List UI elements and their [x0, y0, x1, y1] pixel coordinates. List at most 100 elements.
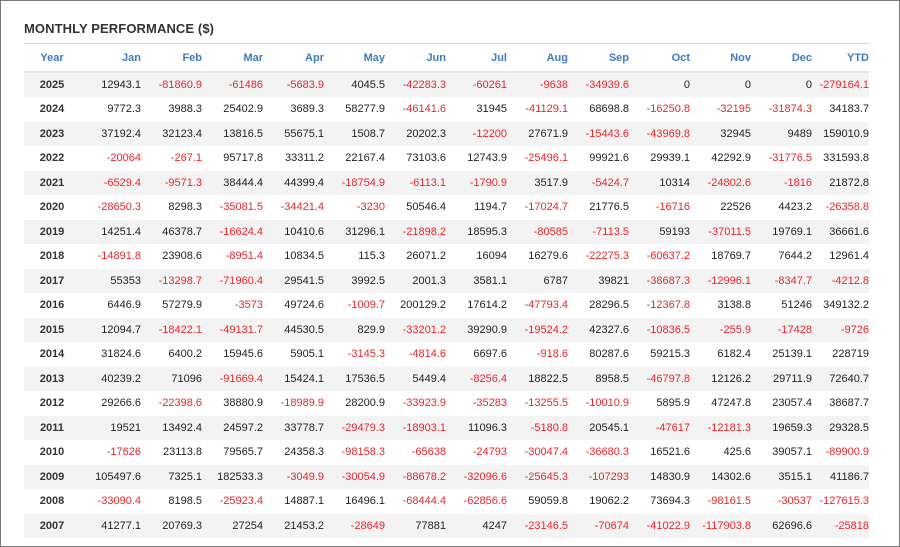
month-value-cell: 24597.2	[202, 415, 263, 441]
month-value-cell: 13492.4	[141, 415, 202, 441]
month-value-cell: 1194.7	[446, 195, 507, 220]
month-value-cell: 3992.5	[324, 268, 385, 294]
table-row: 2008 -33090.4 8198.5 -25923.4 14887.1 16496.1…	[24, 489, 869, 514]
month-value-cell: 425.6	[690, 440, 751, 465]
month-value-cell: 20769.3	[141, 513, 202, 539]
month-value-cell: -5180.8	[507, 415, 568, 441]
month-value-cell: 19769.1	[751, 219, 812, 245]
month-value-cell: 3515.1	[751, 464, 812, 490]
month-value-cell: -30537	[751, 489, 812, 514]
month-value-cell: 33778.7	[263, 415, 324, 441]
month-value-cell: -19524.2	[507, 317, 568, 343]
month-value-cell: 25402.9	[202, 97, 263, 122]
month-value-cell: 68698.8	[568, 97, 629, 122]
ytd-cell: 21872.8	[812, 170, 869, 196]
month-value-cell: 99921.6	[568, 146, 629, 171]
month-value-cell: -6113.1	[385, 170, 446, 196]
month-value-cell: 115.3	[324, 244, 385, 269]
month-value-cell: -29479.3	[324, 415, 385, 441]
year-cell: 2024	[24, 97, 80, 122]
month-value-cell: -71960.4	[202, 268, 263, 294]
ytd-cell: 331593.8	[812, 146, 869, 171]
month-value-cell: 80287.6	[568, 342, 629, 367]
month-value-cell: 8198.5	[141, 489, 202, 514]
ytd-cell: 12961.4	[812, 244, 869, 269]
month-value-cell: -12181.3	[690, 415, 751, 441]
table-row: 2017 55353 -13298.7 -71960.4 29541.5 3992.5 20…	[24, 268, 869, 294]
month-value-cell: -25645.3	[507, 464, 568, 490]
month-value-cell: -60261	[446, 72, 507, 98]
month-value-cell: 3689.3	[263, 97, 324, 122]
month-value-cell: -1009.7	[324, 293, 385, 318]
month-value-cell: 73103.6	[385, 146, 446, 171]
month-value-cell: 5449.4	[385, 366, 446, 392]
month-value-cell: 0	[751, 72, 812, 98]
month-value-cell: 8298.3	[141, 195, 202, 220]
month-value-cell: 2001.3	[385, 268, 446, 294]
month-value-cell: 18822.5	[507, 366, 568, 392]
table-row: 2022 -20064 -267.1 95717.8 33311.2 22167.4 731…	[24, 146, 869, 171]
month-value-cell: -22398.6	[141, 391, 202, 416]
month-value-cell: 0	[690, 72, 751, 98]
month-value-cell: 58277.9	[324, 97, 385, 122]
month-value-cell: 22526	[690, 195, 751, 220]
year-cell: 2023	[24, 121, 80, 147]
month-value-cell: 27254	[202, 513, 263, 539]
month-value-cell: 44399.4	[263, 170, 324, 196]
month-value-cell: 42327.6	[568, 317, 629, 343]
month-value-cell: 26071.2	[385, 244, 446, 269]
month-value-cell: -117903.8	[690, 513, 751, 539]
month-value-cell: -5424.7	[568, 170, 629, 196]
month-value-cell: 10314	[629, 170, 690, 196]
month-value-cell: -23146.5	[507, 513, 568, 539]
table-row: 2024 9772.3 3988.3 25402.9 3689.3 58277.9 -461…	[24, 97, 869, 122]
month-value-cell: -21898.2	[385, 219, 446, 245]
column-header-oct: Oct	[629, 46, 690, 73]
month-value-cell: 182533.3	[202, 464, 263, 490]
year-cell: 2012	[24, 391, 80, 416]
month-value-cell: -18754.9	[324, 170, 385, 196]
month-value-cell: 10410.6	[263, 219, 324, 245]
month-value-cell: 55353	[80, 268, 141, 294]
month-value-cell: -32096.6	[446, 464, 507, 490]
month-value-cell: -24793	[446, 440, 507, 465]
month-value-cell: 10834.5	[263, 244, 324, 269]
month-value-cell: 33311.2	[263, 146, 324, 171]
year-cell: 2020	[24, 195, 80, 220]
ytd-cell: 72640.7	[812, 366, 869, 392]
month-value-cell: 15424.1	[263, 366, 324, 392]
ytd-cell: 41186.7	[812, 464, 869, 490]
month-value-cell: -8347.7	[751, 268, 812, 294]
month-value-cell: 18769.7	[690, 244, 751, 269]
month-value-cell: -1816	[751, 170, 812, 196]
month-value-cell: -8951.4	[202, 244, 263, 269]
month-value-cell: 37192.4	[80, 121, 141, 147]
month-value-cell: 32945	[690, 121, 751, 147]
month-value-cell: 7644.2	[751, 244, 812, 269]
month-value-cell: -1790.9	[446, 170, 507, 196]
month-value-cell: 24358.3	[263, 440, 324, 465]
month-value-cell: -20064	[80, 146, 141, 171]
month-value-cell: -17626	[80, 440, 141, 465]
column-header-jul: Jul	[446, 46, 507, 73]
month-value-cell: -28650.3	[80, 195, 141, 220]
month-value-cell: -81860.9	[141, 72, 202, 98]
ytd-cell: -26358.8	[812, 195, 869, 220]
month-value-cell: 31945	[446, 97, 507, 122]
year-cell: 2011	[24, 415, 80, 441]
month-value-cell: 16279.6	[507, 244, 568, 269]
month-value-cell: -43969.8	[629, 121, 690, 147]
month-value-cell: 200129.2	[385, 293, 446, 318]
table-body: 2025 12943.1 -81860.9 -61486 -5683.9 4045.5 -4…	[24, 72, 869, 539]
year-cell: 2021	[24, 170, 80, 196]
table-row: 2012 29266.6 -22398.6 38880.9 -18989.9 28200.…	[24, 391, 869, 416]
month-value-cell: 42292.9	[690, 146, 751, 171]
column-header-may: May	[324, 46, 385, 73]
month-value-cell: -16250.8	[629, 97, 690, 122]
month-value-cell: 32123.4	[141, 121, 202, 147]
month-value-cell: -3573	[202, 293, 263, 318]
table-header-row: Year Jan Feb Mar Apr May Jun Jul Aug Sep Oct Nov Dec…	[24, 46, 869, 73]
month-value-cell: 59215.3	[629, 342, 690, 367]
year-cell: 2018	[24, 244, 80, 269]
